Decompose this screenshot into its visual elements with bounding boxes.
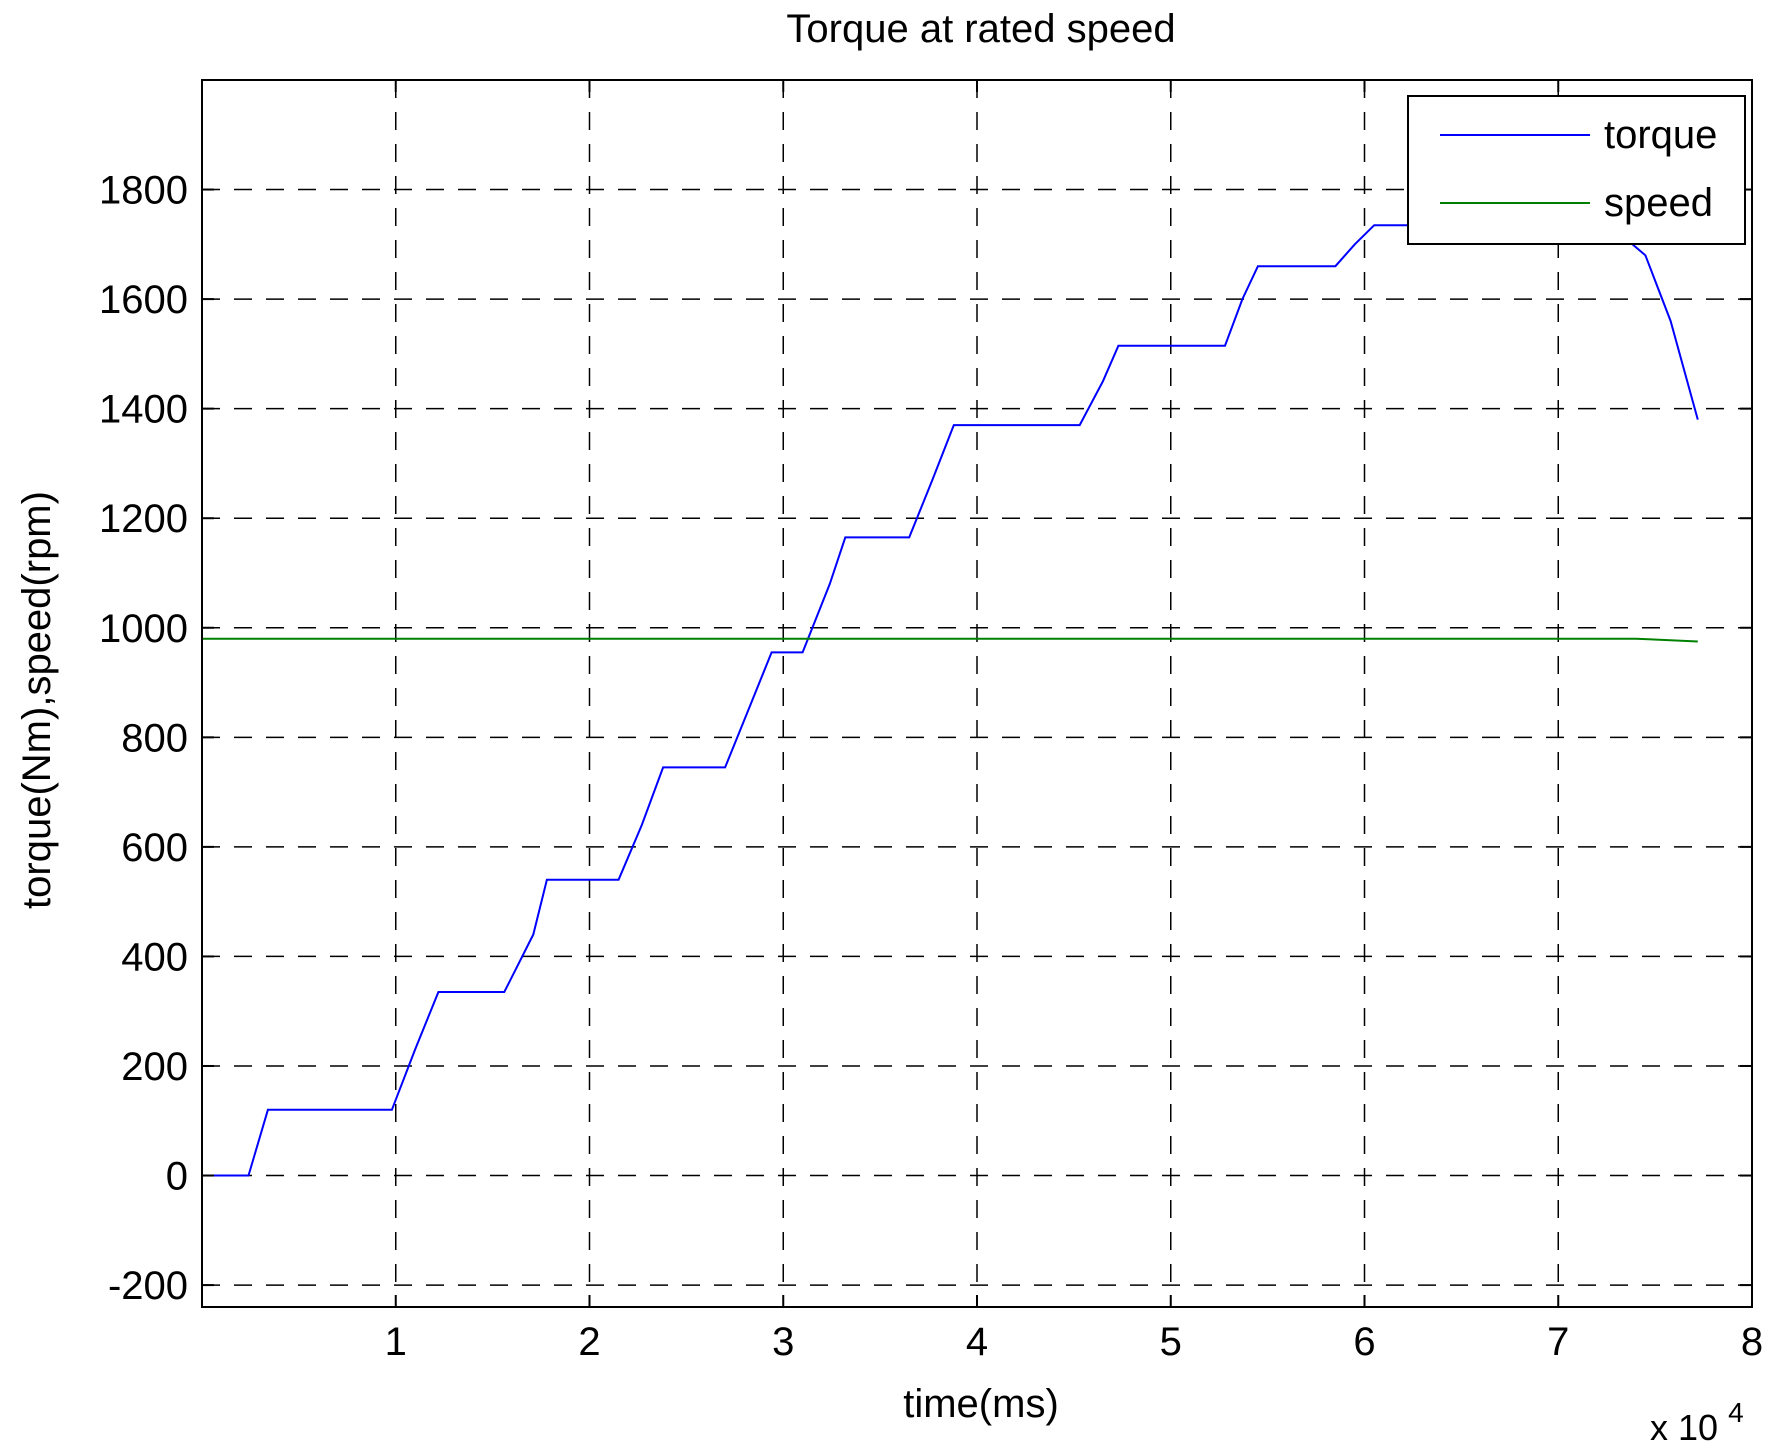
y-tick-label: -200 (108, 1264, 188, 1308)
y-tick-label: 600 (121, 826, 188, 870)
chart-title: Torque at rated speed (786, 7, 1175, 51)
y-tick-label: 1200 (99, 497, 188, 541)
x-multiplier-label: x 10 4 (1650, 1397, 1744, 1448)
y-tick-labels: -200 0 200 400 600 800 1000 1200 1400 1600 1800 (99, 169, 188, 1309)
legend-speed-label: speed (1604, 181, 1713, 225)
x-multiplier-exponent: 4 (1728, 1397, 1744, 1428)
y-tick-label: 0 (166, 1155, 188, 1199)
x-tick-label: 2 (578, 1320, 600, 1364)
x-tick-label: 7 (1547, 1320, 1569, 1364)
x-tick-label: 3 (772, 1320, 794, 1364)
x-tick-labels: 1 2 3 4 5 6 7 8 (385, 1320, 1764, 1364)
x-tick-label: 1 (385, 1320, 407, 1364)
x-axis-label: time(ms) (903, 1382, 1059, 1426)
legend-box (1407, 95, 1746, 245)
x-multiplier-base: x 10 (1650, 1407, 1718, 1448)
x-tick-label: 6 (1353, 1320, 1375, 1364)
y-tick-label: 200 (121, 1045, 188, 1089)
y-tick-label: 400 (121, 935, 188, 979)
x-tick-label: 8 (1741, 1320, 1763, 1364)
legend: torque speed (1407, 95, 1746, 245)
legend-torque-label: torque (1604, 113, 1717, 157)
y-tick-label: 800 (121, 716, 188, 760)
y-tick-label: 1800 (99, 169, 188, 213)
y-tick-label: 1400 (99, 388, 188, 432)
y-tick-label: 1600 (99, 278, 188, 322)
y-axis-label: torque(Nm),speed(rpm) (15, 491, 59, 909)
x-tick-label: 5 (1160, 1320, 1182, 1364)
x-tick-label: 4 (966, 1320, 988, 1364)
series-line-speed (202, 637, 1698, 643)
ticks (202, 80, 1753, 1307)
y-tick-label: 1000 (99, 607, 188, 651)
